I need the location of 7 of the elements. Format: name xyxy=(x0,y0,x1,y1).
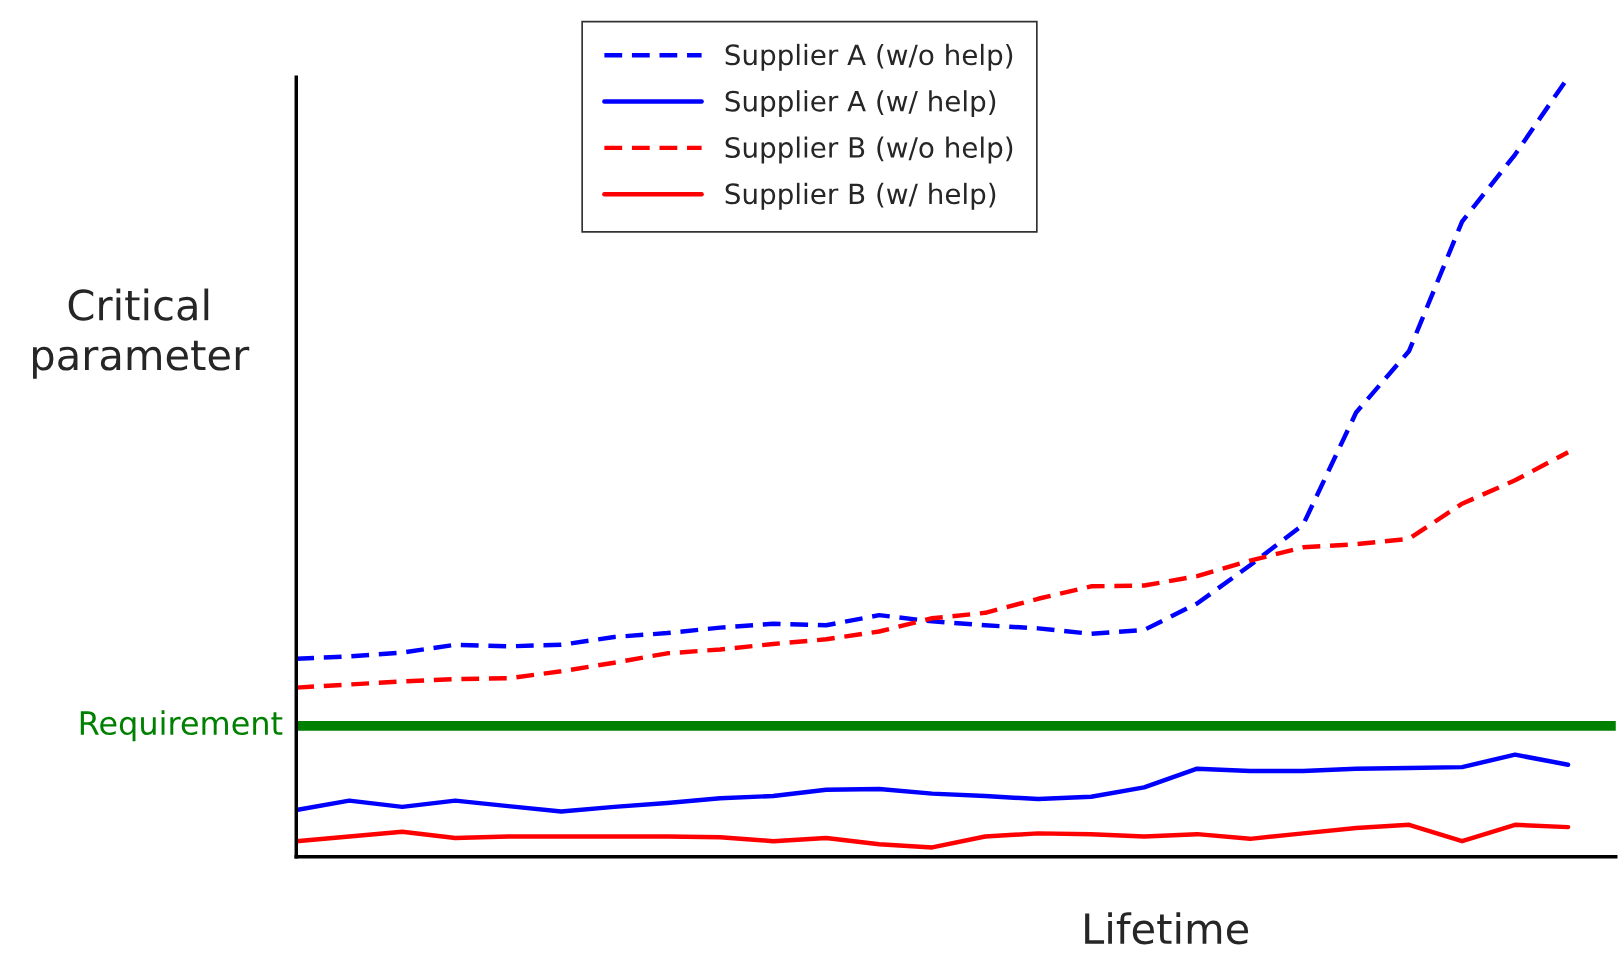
ref-line-label: Requirement xyxy=(80,710,283,742)
x-axis-title: Lifetime xyxy=(1085,912,1249,945)
legend-label: Supplier B (w/ help) xyxy=(725,182,996,210)
legend-label: Supplier A (w/ help) xyxy=(725,90,996,118)
legend-label: Supplier A (w/o help) xyxy=(725,43,1013,71)
y-axis-title: Critical parameter xyxy=(33,288,250,379)
legend-label: Supplier B (w/o help) xyxy=(725,136,1013,164)
